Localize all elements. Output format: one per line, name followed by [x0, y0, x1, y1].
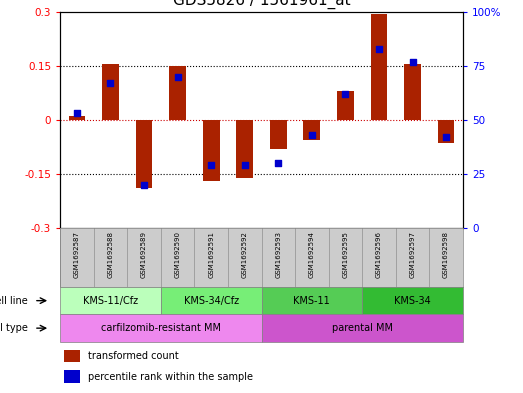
Point: [341, 91, 349, 97]
Text: GSM1692594: GSM1692594: [309, 231, 315, 278]
Text: GSM1692587: GSM1692587: [74, 231, 80, 278]
Text: GSM1692592: GSM1692592: [242, 231, 248, 278]
Text: carfilzomib-resistant MM: carfilzomib-resistant MM: [101, 323, 221, 333]
Text: GSM1692598: GSM1692598: [443, 231, 449, 278]
Text: cell line: cell line: [0, 296, 28, 306]
Text: GSM1692593: GSM1692593: [275, 231, 281, 278]
Point: [241, 162, 249, 168]
Bar: [60, 314, 262, 342]
Bar: [69, 116, 85, 120]
Text: GSM1692596: GSM1692596: [376, 231, 382, 278]
Bar: [203, 120, 220, 181]
Bar: [262, 287, 362, 314]
Text: cell type: cell type: [0, 323, 28, 333]
Text: percentile rank within the sample: percentile rank within the sample: [88, 372, 253, 382]
Point: [174, 73, 182, 80]
Bar: [236, 120, 253, 178]
Point: [442, 134, 450, 140]
Point: [140, 182, 148, 188]
Text: GSM1692589: GSM1692589: [141, 231, 147, 278]
Text: GSM1692591: GSM1692591: [208, 231, 214, 278]
Bar: [404, 64, 421, 120]
Bar: [438, 120, 454, 143]
Title: GDS5826 / 1561961_at: GDS5826 / 1561961_at: [173, 0, 350, 9]
Point: [73, 110, 81, 116]
Bar: [303, 120, 320, 140]
Point: [274, 160, 282, 166]
Point: [408, 58, 417, 64]
Bar: [102, 64, 119, 120]
Bar: [64, 350, 81, 362]
Text: KMS-34: KMS-34: [394, 296, 431, 306]
Point: [207, 162, 215, 168]
Bar: [362, 287, 463, 314]
Text: GSM1692588: GSM1692588: [108, 231, 113, 278]
Bar: [64, 370, 81, 383]
Point: [375, 45, 383, 51]
Point: [106, 80, 115, 86]
Text: KMS-34/Cfz: KMS-34/Cfz: [184, 296, 238, 306]
Point: [308, 132, 316, 138]
Bar: [371, 14, 388, 120]
Text: GSM1692590: GSM1692590: [175, 231, 180, 278]
Bar: [270, 120, 287, 149]
Bar: [60, 287, 161, 314]
Text: KMS-11: KMS-11: [293, 296, 330, 306]
Text: GSM1692597: GSM1692597: [410, 231, 415, 278]
Bar: [135, 120, 152, 188]
Text: GSM1692595: GSM1692595: [343, 231, 348, 278]
Bar: [161, 287, 262, 314]
Bar: [262, 314, 463, 342]
Text: transformed count: transformed count: [88, 351, 179, 361]
Bar: [337, 91, 354, 120]
Text: KMS-11/Cfz: KMS-11/Cfz: [83, 296, 138, 306]
Bar: [169, 66, 186, 120]
Text: parental MM: parental MM: [332, 323, 393, 333]
